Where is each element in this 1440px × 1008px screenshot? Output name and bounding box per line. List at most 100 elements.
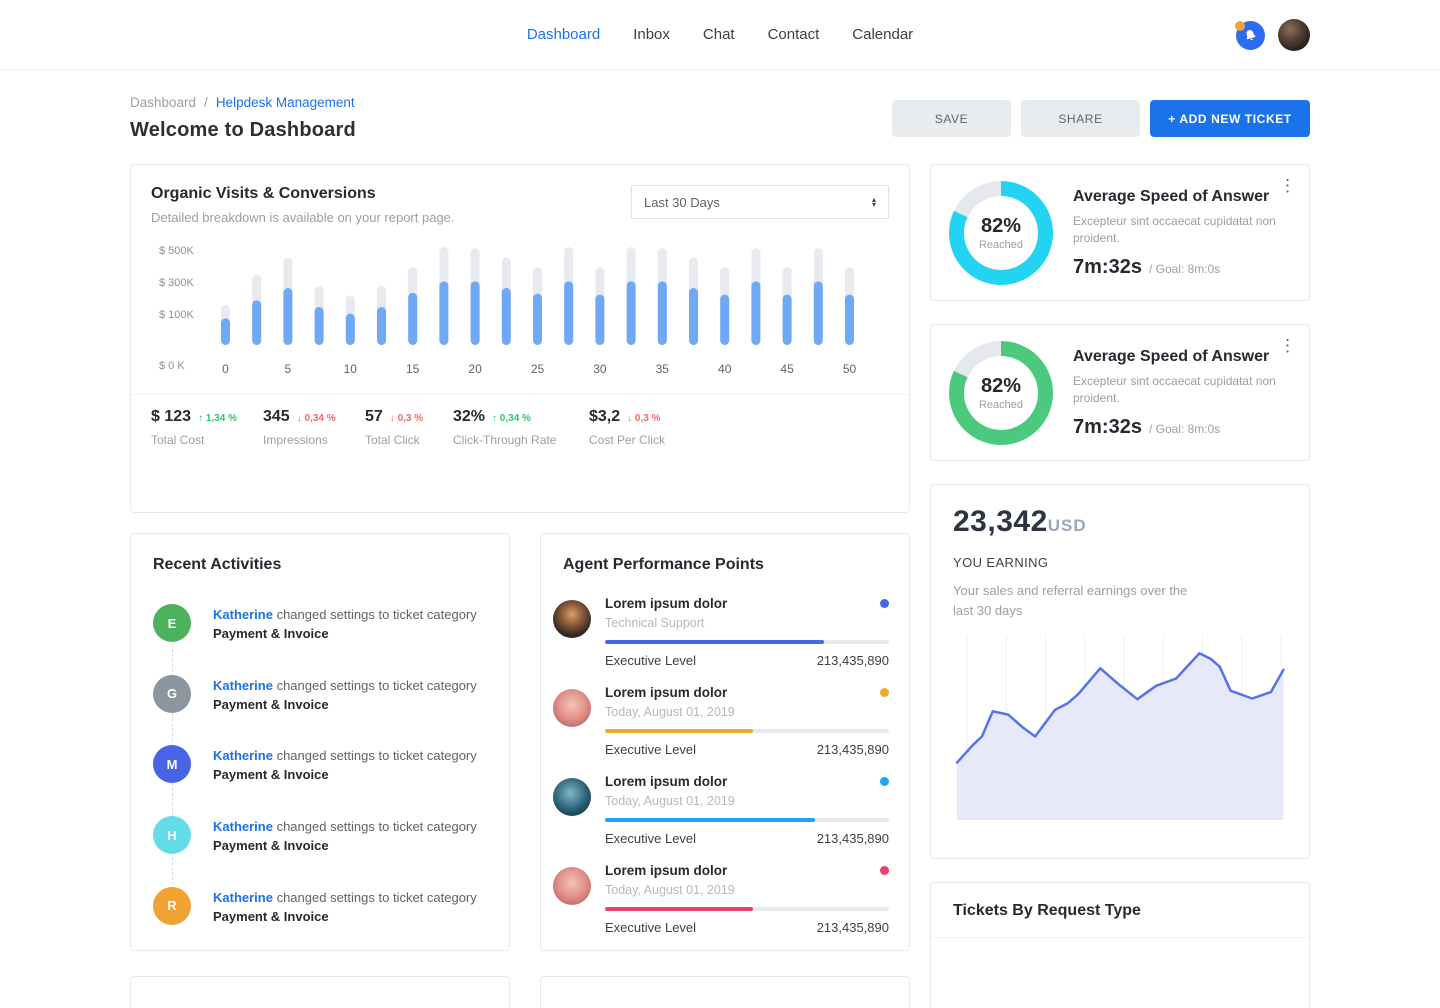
- nav-item-inbox[interactable]: Inbox: [633, 26, 670, 43]
- y-axis-tick: $ 500K: [159, 245, 195, 257]
- agent-points-value: 213,435,890: [816, 831, 889, 846]
- agent-progress-track: [605, 729, 889, 733]
- donut-percent-value: 82%: [980, 374, 1022, 397]
- kebab-menu-icon[interactable]: ⋮: [1279, 176, 1296, 195]
- bar-filled: [221, 318, 230, 345]
- recent-activity-item: G Katherine changed settings to ticket ca…: [153, 674, 487, 715]
- kebab-menu-icon[interactable]: ⋮: [1279, 336, 1296, 355]
- x-axis-tick: 10: [344, 362, 358, 376]
- stat-value: 57: [365, 408, 383, 425]
- speed-donut-chart: 82% Reached: [949, 180, 1053, 285]
- recent-activity-item: M Katherine changed settings to ticket ca…: [153, 745, 487, 785]
- stat-impressions: 345 ↓ 0,34 % Impressions: [263, 408, 365, 447]
- bar-filled: [751, 281, 761, 345]
- agent-level-label: Executive Level: [605, 831, 697, 846]
- activity-user-link[interactable]: Katherine: [213, 889, 273, 905]
- y-axis-tick: $ 0 K: [159, 360, 185, 372]
- agent-points-value: 213,435,890: [816, 653, 889, 668]
- activity-user-link[interactable]: Katherine: [213, 819, 273, 835]
- user-avatar[interactable]: [1278, 19, 1310, 51]
- agent-performance-title: Agent Performance Points: [563, 556, 764, 573]
- x-axis-tick: 30: [593, 362, 607, 376]
- bar-filled: [377, 307, 386, 345]
- agent-subtitle: Today, August 01, 2019: [605, 794, 735, 808]
- bar-filled: [845, 294, 854, 345]
- agent-points-value: 213,435,890: [816, 920, 889, 935]
- agent-status-dot: [880, 688, 889, 697]
- earnings-description: Your sales and referral earnings over th…: [953, 583, 1188, 618]
- x-axis-tick: 15: [406, 362, 420, 376]
- agent-progress-track: [605, 640, 889, 644]
- stat-delta: ↓ 0,3 %: [389, 413, 424, 424]
- agent-performance-item: Lorem ipsum dolor Today, August 01, 2019 E…: [553, 685, 889, 757]
- stat-value: 32%: [453, 408, 486, 425]
- activity-text: Katherine changed settings to ticket cat…: [213, 889, 477, 924]
- recent-activity-item: E Katherine changed settings to ticket ca…: [153, 604, 487, 644]
- agent-performance-list: Lorem ipsum dolor Technical Support Execut…: [553, 596, 889, 935]
- agent-level-label: Executive Level: [605, 920, 697, 935]
- bar-filled: [314, 307, 324, 345]
- share-button[interactable]: SHARE: [1021, 100, 1140, 137]
- donut-center-label: Reached: [978, 238, 1024, 251]
- stat-label: Total Cost: [151, 433, 205, 447]
- add-new-ticket-button[interactable]: + ADD NEW TICKET: [1150, 100, 1310, 137]
- area-line: [955, 652, 1285, 764]
- organic-bar-chart: $ 500K $ 300K $ 100K $ 0 K 0 5 10 15 20 25 30 35 40 4…: [159, 245, 857, 376]
- tickets-by-request-card: Tickets By Request Type: [930, 882, 1310, 1008]
- breadcrumb-separator: /: [204, 95, 208, 110]
- organic-stats-row: $ 123 ↑ 1,34 % Total Cost 345 ↓ 0,34 % Impres…: [151, 395, 889, 447]
- agent-name: Lorem ipsum dolor: [605, 863, 728, 878]
- average-speed-card-2: 82% Reached Average Speed of Answer Excepte…: [930, 324, 1310, 461]
- bar-filled: [720, 294, 730, 345]
- agent-avatar-photo: [553, 689, 591, 727]
- page-actions: SAVE SHARE + ADD NEW TICKET: [892, 100, 1310, 137]
- date-range-select[interactable]: Last 30 Days ▴ ▾: [631, 185, 889, 219]
- agent-avatar-photo: [553, 600, 591, 638]
- y-axis-tick: $ 100K: [159, 309, 195, 321]
- breadcrumb-current[interactable]: Helpdesk Management: [215, 95, 355, 110]
- activity-user-link[interactable]: Katherine: [213, 677, 273, 693]
- nav-item-dashboard[interactable]: Dashboard: [526, 26, 601, 43]
- notification-bell-icon[interactable]: [1233, 19, 1265, 51]
- recent-activity-item: R Katherine changed settings to ticket ca…: [153, 886, 487, 927]
- agent-progress-track: [605, 907, 889, 911]
- bar-filled: [408, 292, 418, 345]
- earnings-area-chart: [955, 636, 1285, 820]
- x-axis-tick: 40: [718, 362, 732, 376]
- stat-delta: ↑ 1,34 %: [198, 413, 237, 424]
- activity-category: Payment & Invoice: [213, 908, 329, 924]
- bar-filled: [252, 300, 262, 345]
- nav-item-chat[interactable]: Chat: [702, 26, 735, 43]
- organic-card-subtitle: Detailed breakdown is available on your …: [151, 210, 455, 225]
- bar-filled: [501, 288, 511, 345]
- donut-center-label: Reached: [978, 398, 1024, 411]
- recent-activities-card: Recent Activities E Katherine changed set…: [130, 533, 510, 951]
- stat-label: Impressions: [263, 433, 328, 447]
- organic-visits-card: Organic Visits & Conversions Detailed br…: [130, 164, 910, 513]
- agent-name: Lorem ipsum dolor: [605, 596, 728, 611]
- donut-percent-value: 82%: [980, 214, 1022, 237]
- save-button[interactable]: SAVE: [892, 100, 1011, 137]
- nav-item-calendar[interactable]: Calendar: [852, 26, 914, 43]
- card-partial-middle: [540, 976, 910, 1008]
- stat-label: Cost Per Click: [589, 433, 666, 447]
- recent-activity-item: H Katherine changed settings to ticket ca…: [153, 816, 487, 856]
- agent-progress-fill: [605, 818, 816, 822]
- agent-name: Lorem ipsum dolor: [605, 774, 728, 789]
- agent-progress-fill: [605, 907, 753, 911]
- area-fill: [957, 653, 1284, 820]
- y-axis-tick: $ 300K: [159, 277, 195, 289]
- breadcrumb-root[interactable]: Dashboard: [130, 95, 197, 110]
- nav-item-contact[interactable]: Contact: [767, 26, 820, 43]
- recent-activities-title: Recent Activities: [153, 556, 282, 573]
- stat-delta: ↑ 0,34 %: [492, 413, 531, 424]
- bar-filled: [657, 281, 667, 345]
- activity-user-link[interactable]: Katherine: [213, 607, 273, 622]
- stat-total-click: 57 ↓ 0,3 % Total Click: [365, 408, 453, 447]
- notification-badge-dot: [1235, 21, 1245, 31]
- stat-delta: ↓ 0,3 %: [627, 413, 661, 424]
- activity-user-link[interactable]: Katherine: [213, 748, 273, 764]
- x-axis-tick: 45: [780, 362, 794, 376]
- x-axis-tick: 50: [843, 362, 857, 376]
- topbar-right-group: [1233, 0, 1310, 70]
